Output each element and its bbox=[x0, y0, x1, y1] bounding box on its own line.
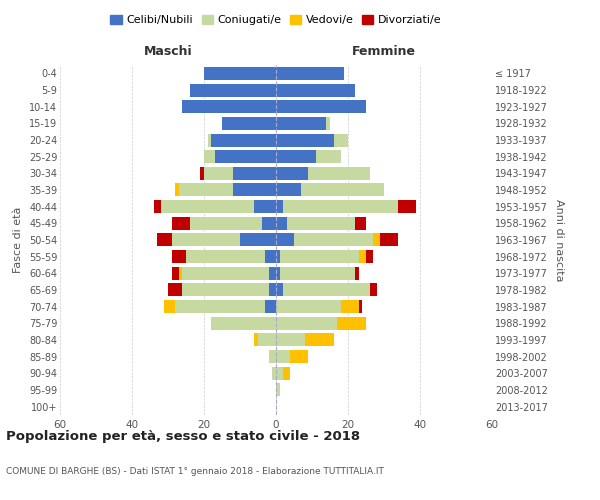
Bar bbox=[276, 167, 308, 180]
Bar bbox=[276, 100, 366, 113]
Bar bbox=[215, 150, 276, 163]
Bar bbox=[276, 250, 280, 263]
Bar bbox=[164, 300, 175, 313]
Bar bbox=[240, 234, 276, 246]
Bar bbox=[398, 200, 416, 213]
Bar bbox=[182, 284, 269, 296]
Bar bbox=[359, 250, 366, 263]
Bar bbox=[272, 367, 276, 380]
Text: Popolazione per età, sesso e stato civile - 2018: Popolazione per età, sesso e stato civil… bbox=[6, 430, 360, 443]
Bar bbox=[355, 267, 359, 280]
Bar bbox=[211, 134, 276, 146]
Bar bbox=[366, 250, 373, 263]
Bar bbox=[269, 267, 276, 280]
Bar bbox=[294, 234, 373, 246]
Bar bbox=[179, 184, 233, 196]
Bar bbox=[287, 217, 355, 230]
Bar bbox=[373, 234, 380, 246]
Bar bbox=[283, 284, 370, 296]
Bar bbox=[175, 184, 179, 196]
Bar bbox=[179, 267, 182, 280]
Bar bbox=[326, 117, 330, 130]
Bar bbox=[269, 284, 276, 296]
Bar bbox=[380, 234, 398, 246]
Bar bbox=[276, 367, 283, 380]
Bar bbox=[276, 334, 305, 346]
Bar bbox=[276, 134, 334, 146]
Bar bbox=[258, 334, 276, 346]
Bar bbox=[276, 184, 301, 196]
Bar bbox=[204, 150, 215, 163]
Bar bbox=[190, 217, 262, 230]
Text: COMUNE DI BARGHE (BS) - Dati ISTAT 1° gennaio 2018 - Elaborazione TUTTITALIA.IT: COMUNE DI BARGHE (BS) - Dati ISTAT 1° ge… bbox=[6, 468, 384, 476]
Bar bbox=[175, 300, 265, 313]
Bar bbox=[276, 317, 337, 330]
Bar bbox=[204, 167, 233, 180]
Text: Femmine: Femmine bbox=[352, 46, 416, 59]
Bar bbox=[182, 267, 269, 280]
Bar bbox=[204, 67, 276, 80]
Bar bbox=[334, 134, 348, 146]
Bar bbox=[276, 150, 316, 163]
Bar bbox=[276, 67, 344, 80]
Bar bbox=[254, 200, 276, 213]
Bar bbox=[265, 300, 276, 313]
Bar bbox=[276, 384, 280, 396]
Bar bbox=[172, 267, 179, 280]
Bar bbox=[154, 200, 161, 213]
Bar bbox=[186, 250, 265, 263]
Bar bbox=[168, 284, 182, 296]
Bar bbox=[283, 367, 290, 380]
Y-axis label: Fasce di età: Fasce di età bbox=[13, 207, 23, 273]
Bar bbox=[290, 350, 308, 363]
Bar bbox=[308, 167, 370, 180]
Bar bbox=[276, 234, 294, 246]
Bar bbox=[276, 267, 280, 280]
Bar bbox=[276, 300, 341, 313]
Y-axis label: Anni di nascita: Anni di nascita bbox=[554, 198, 565, 281]
Bar bbox=[276, 284, 283, 296]
Bar bbox=[269, 350, 276, 363]
Bar bbox=[222, 117, 276, 130]
Bar bbox=[276, 84, 355, 96]
Bar bbox=[276, 117, 326, 130]
Bar bbox=[337, 317, 366, 330]
Bar bbox=[265, 250, 276, 263]
Bar bbox=[276, 350, 290, 363]
Legend: Celibi/Nubili, Coniugati/e, Vedovi/e, Divorziati/e: Celibi/Nubili, Coniugati/e, Vedovi/e, Di… bbox=[106, 10, 446, 29]
Bar bbox=[233, 167, 276, 180]
Bar bbox=[200, 167, 204, 180]
Bar bbox=[276, 200, 283, 213]
Bar bbox=[355, 217, 366, 230]
Bar bbox=[301, 184, 384, 196]
Bar bbox=[370, 284, 377, 296]
Bar bbox=[233, 184, 276, 196]
Bar bbox=[157, 234, 172, 246]
Bar bbox=[280, 267, 355, 280]
Bar bbox=[280, 250, 359, 263]
Text: Maschi: Maschi bbox=[143, 46, 193, 59]
Bar bbox=[254, 334, 258, 346]
Bar bbox=[161, 200, 254, 213]
Bar bbox=[283, 200, 398, 213]
Bar bbox=[172, 234, 240, 246]
Bar bbox=[262, 217, 276, 230]
Bar bbox=[182, 100, 276, 113]
Bar bbox=[208, 134, 211, 146]
Bar bbox=[211, 317, 276, 330]
Bar bbox=[359, 300, 362, 313]
Bar bbox=[190, 84, 276, 96]
Bar bbox=[276, 217, 287, 230]
Bar bbox=[316, 150, 341, 163]
Bar bbox=[172, 250, 186, 263]
Bar bbox=[305, 334, 334, 346]
Bar bbox=[172, 217, 190, 230]
Bar bbox=[341, 300, 359, 313]
